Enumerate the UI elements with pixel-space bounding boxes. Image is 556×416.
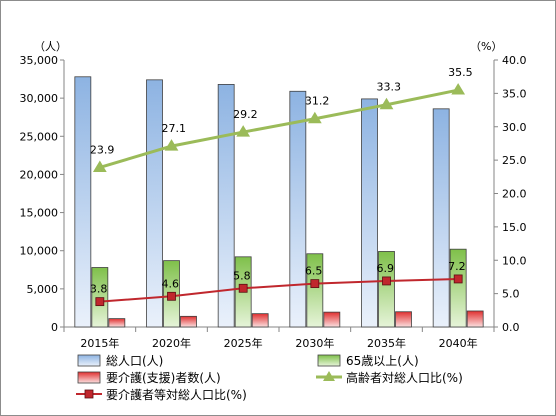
right-tick-label: 20.0 <box>502 188 527 201</box>
square-marker <box>95 297 105 307</box>
right-tick-label: 35.0 <box>502 87 527 100</box>
bar-2-4 <box>395 311 412 328</box>
right-tick-label: 30.0 <box>502 121 527 134</box>
data-label: 3.8 <box>90 283 108 296</box>
bar-2-5 <box>466 310 484 328</box>
triangle-marker <box>164 139 179 151</box>
x-tick-label: 2030年 <box>295 336 334 350</box>
bar-1-4 <box>378 251 395 328</box>
legend-marker-3 <box>323 371 335 381</box>
line-0 <box>99 88 459 169</box>
bar-0-2 <box>217 84 235 328</box>
bar-2-1 <box>180 315 197 328</box>
triangle-marker <box>92 160 107 172</box>
data-label: 33.3 <box>377 81 402 94</box>
bar-0-0 <box>74 76 92 328</box>
right-tick-label: 15.0 <box>502 221 527 234</box>
left-tick-label: 30,000 <box>20 92 59 105</box>
legend-swatch-0 <box>77 354 101 367</box>
x-tick-label: 2020年 <box>152 336 191 350</box>
data-label: 31.2 <box>305 95 330 108</box>
left-tick-label: 0 <box>51 321 58 334</box>
data-label: 6.9 <box>377 262 395 275</box>
right-tick-label: 0.0 <box>502 321 520 334</box>
x-tick-label: 2040年 <box>439 336 478 350</box>
triangle-marker <box>451 83 466 95</box>
x-tick-label: 2025年 <box>224 336 263 350</box>
bar-1-5 <box>449 248 467 328</box>
right-tick-label: 40.0 <box>502 54 527 67</box>
legend-label-1: 65歳以上(人) <box>346 354 419 368</box>
data-label: 6.5 <box>305 265 323 278</box>
legend-label-0: 総人口(人) <box>106 354 163 368</box>
legend-swatch-1 <box>317 354 341 367</box>
right-axis-ticks: 0.0 5.0 10.0 15.0 20.0 25.0 30.0 35.0 40.0 <box>494 54 527 334</box>
data-label: 23.9 <box>90 143 115 156</box>
square-marker <box>167 291 176 301</box>
bar-2-2 <box>251 313 269 328</box>
data-label: 35.5 <box>448 66 473 79</box>
line-1 <box>99 277 459 303</box>
left-tick-label: 5,000 <box>27 283 59 296</box>
triangle-marker <box>379 97 394 110</box>
legend-label-4: 要介護者等対総人口比(%) <box>106 387 247 402</box>
data-label: 5.8 <box>233 269 251 282</box>
data-label: 7.2 <box>448 260 466 273</box>
bar-2-3 <box>323 311 341 328</box>
square-marker <box>238 283 248 293</box>
square-marker <box>382 276 391 286</box>
legend-swatch-2 <box>77 371 101 384</box>
left-tick-label: 10,000 <box>20 245 59 258</box>
data-label: 4.6 <box>162 277 180 290</box>
left-tick-label: 25,000 <box>20 130 59 143</box>
x-axis-tick-labels: 2015年 2020年 2025年 2030年 2035年 2040年 <box>80 336 477 350</box>
square-marker <box>453 274 463 284</box>
left-tick-label: 35,000 <box>20 54 59 67</box>
bar-2-0 <box>108 318 126 328</box>
bar-0-1 <box>146 79 163 328</box>
right-tick-label: 10.0 <box>502 254 527 267</box>
left-axis-ticks: 0 5,000 10,000 15,000 20,000 25,000 30,000 35,0… <box>20 54 64 334</box>
bar-0-5 <box>432 108 450 328</box>
left-tick-label: 15,000 <box>20 207 59 220</box>
triangle-marker <box>236 125 251 137</box>
bar-0-4 <box>361 98 378 328</box>
bar-1-3 <box>306 253 324 328</box>
triangle-marker <box>307 111 322 124</box>
bar-series <box>74 76 484 328</box>
square-marker <box>310 279 320 289</box>
legend-label-2: 要介護(支援)者数(人) <box>106 370 221 385</box>
x-tick-label: 2035年 <box>367 336 406 350</box>
right-tick-label: 25.0 <box>502 154 527 167</box>
line-series: 23.9 27.1 29.2 31.2 33.3 35.5 3.8 4.6 5.8 6.5 6.9 7… <box>90 66 473 307</box>
right-axis-unit: （%） <box>470 40 502 53</box>
legend-label-3: 高齢者対総人口比(%) <box>346 370 463 385</box>
legend-marker-4 <box>84 389 94 399</box>
bar-0-3 <box>289 90 307 328</box>
x-tick-label: 2015年 <box>80 336 119 350</box>
data-label: 27.1 <box>162 122 187 135</box>
left-axis-unit: （人） <box>34 40 67 53</box>
right-tick-label: 5.0 <box>502 288 520 301</box>
axes <box>63 60 495 332</box>
legend: 総人口(人) 65歳以上(人) 要介護(支援)者数(人) 高齢者対総人口比(%) 要介護… <box>76 354 463 402</box>
left-tick-label: 20,000 <box>20 168 59 181</box>
data-label: 29.2 <box>233 108 258 121</box>
